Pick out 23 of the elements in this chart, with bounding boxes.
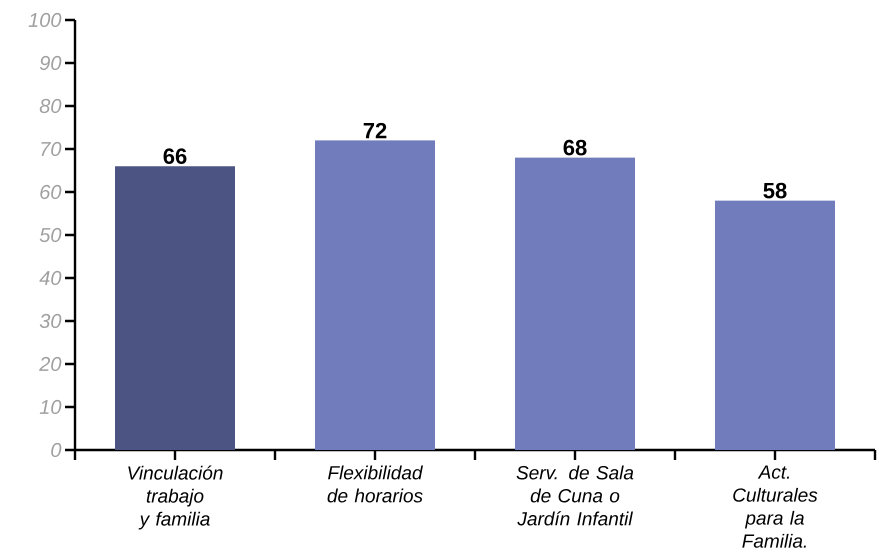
- data-label: 68: [564, 140, 587, 156]
- y-tick-label: 30: [40, 314, 62, 328]
- y-tick-label: 100: [28, 12, 62, 28]
- y-tick-label: 50: [40, 228, 62, 242]
- data-label: 66: [164, 148, 186, 164]
- y-tick-label: 80: [40, 98, 62, 114]
- bar: [515, 158, 636, 450]
- y-tick-label: 20: [39, 356, 62, 372]
- y-tick-label: 90: [40, 56, 62, 70]
- y-tick-label: 60: [40, 184, 62, 200]
- data-label: 72: [364, 122, 386, 138]
- bar: [115, 166, 236, 450]
- x-tick-label: Flexibilidad de horarios: [328, 465, 423, 502]
- x-tick-label: Act. Culturales para la Familia.: [733, 465, 818, 548]
- y-tick-label: 10: [40, 400, 62, 414]
- x-tick-label: Vinculación trabajo y familia: [128, 465, 223, 530]
- bar: [315, 140, 436, 450]
- y-tick-label: 70: [41, 142, 62, 156]
- data-label: 58: [763, 182, 787, 198]
- bar: [715, 200, 836, 450]
- y-tick-label: 40: [39, 270, 62, 286]
- x-tick-label: Serv. de Sala de Cuna o Jardín Infantil: [516, 465, 634, 526]
- y-tick-label: 0: [51, 442, 62, 458]
